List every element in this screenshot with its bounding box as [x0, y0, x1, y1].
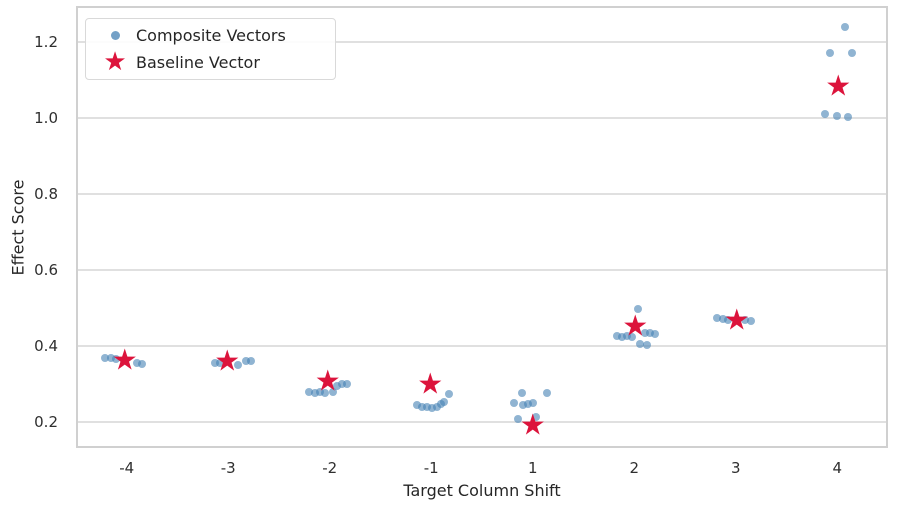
data-point-star: ★ [417, 366, 444, 401]
data-point-dot [821, 109, 830, 118]
data-point-dot [328, 388, 337, 397]
data-point-dot [841, 22, 850, 31]
data-point-dot [343, 380, 351, 389]
data-point-dot [440, 398, 449, 406]
data-point-dot [413, 401, 422, 410]
data-point-dot [746, 317, 755, 326]
data-point-dot [641, 329, 650, 338]
gridline [76, 345, 888, 347]
data-point-dot [646, 329, 655, 338]
data-point-dot [636, 340, 645, 349]
data-point-dot [211, 358, 220, 367]
legend-entry-label: Composite Vectors [136, 25, 286, 45]
x-tick-label: -2 [322, 459, 338, 477]
data-point-dot [310, 389, 319, 398]
data-point-star: ★ [723, 302, 750, 337]
legend-entry-label: Baseline Vector [136, 52, 260, 72]
data-point-star: ★ [825, 68, 852, 103]
data-point-dot [433, 403, 442, 412]
gridline [76, 269, 888, 271]
data-point-dot [332, 382, 341, 391]
data-point-dot [848, 49, 857, 58]
x-tick-label: 2 [629, 459, 640, 477]
data-point-dot [517, 388, 526, 397]
data-point-dot [428, 404, 437, 413]
data-point-dot [723, 315, 732, 324]
data-point-dot [740, 316, 749, 325]
y-tick-label: 1.2 [34, 33, 58, 52]
composite-dot-icon [94, 30, 136, 40]
data-point-star: ★ [622, 308, 649, 343]
data-point-dot [246, 356, 255, 365]
data-point-dot [132, 358, 141, 367]
x-tick-label: 3 [730, 459, 741, 477]
data-point-dot [844, 112, 853, 121]
data-point-dot [418, 403, 427, 412]
data-point-dot [423, 403, 432, 412]
data-point-dot [337, 380, 346, 389]
data-point-dot [101, 353, 110, 362]
data-point-dot [713, 314, 722, 323]
data-point-dot [618, 333, 627, 342]
data-point-dot [634, 305, 643, 314]
data-point-dot [531, 413, 540, 422]
data-point-dot [643, 341, 652, 349]
y-tick-label: 0.8 [34, 185, 58, 204]
data-point-dot [444, 390, 453, 399]
data-point-dot [628, 333, 637, 342]
data-point-star: ★ [214, 343, 241, 378]
x-tick-label: 1 [527, 459, 538, 477]
legend-entry-baseline: ★ Baseline Vector [94, 49, 327, 75]
gridline [76, 193, 888, 195]
data-point-dot [623, 332, 632, 341]
data-point-dot [523, 400, 532, 409]
data-point-dot [305, 388, 314, 397]
data-point-dot [528, 399, 537, 408]
data-point-dot [718, 314, 727, 323]
baseline-star-icon: ★ [103, 47, 127, 77]
data-point-dot [518, 401, 527, 410]
data-point-star: ★ [111, 342, 138, 377]
data-point-dot [320, 389, 329, 398]
data-point-dot [216, 359, 225, 368]
data-point-dot [510, 399, 519, 408]
y-tick-label: 0.6 [34, 261, 58, 280]
y-tick-label: 1.0 [34, 109, 58, 128]
y-tick-label: 0.4 [34, 337, 58, 356]
x-tick-label: 4 [832, 459, 843, 477]
data-point-dot [315, 388, 324, 397]
gridline [76, 117, 888, 119]
data-point-dot [111, 355, 120, 364]
data-point-dot [513, 415, 522, 424]
gridline [76, 421, 888, 423]
y-tick-label: 0.2 [34, 413, 58, 432]
gridline [76, 41, 888, 43]
data-point-dot [106, 354, 115, 363]
data-point-dot [650, 329, 659, 338]
data-point-star: ★ [519, 407, 546, 442]
x-tick-label: -1 [423, 459, 439, 477]
x-tick-label: -4 [119, 459, 135, 477]
data-point-star: ★ [314, 363, 341, 398]
x-tick-label: -3 [220, 459, 236, 477]
data-point-dot [826, 49, 835, 58]
x-axis-label: Target Column Shift [403, 481, 561, 500]
data-point-dot [234, 361, 243, 370]
data-point-dot [542, 388, 551, 397]
data-point-dot [833, 111, 842, 120]
data-point-dot [612, 332, 621, 341]
legend: Composite Vectors ★ Baseline Vector [85, 18, 336, 80]
legend-entry-composite: Composite Vectors [94, 23, 327, 47]
data-point-dot [241, 357, 250, 366]
data-point-dot [137, 359, 146, 368]
